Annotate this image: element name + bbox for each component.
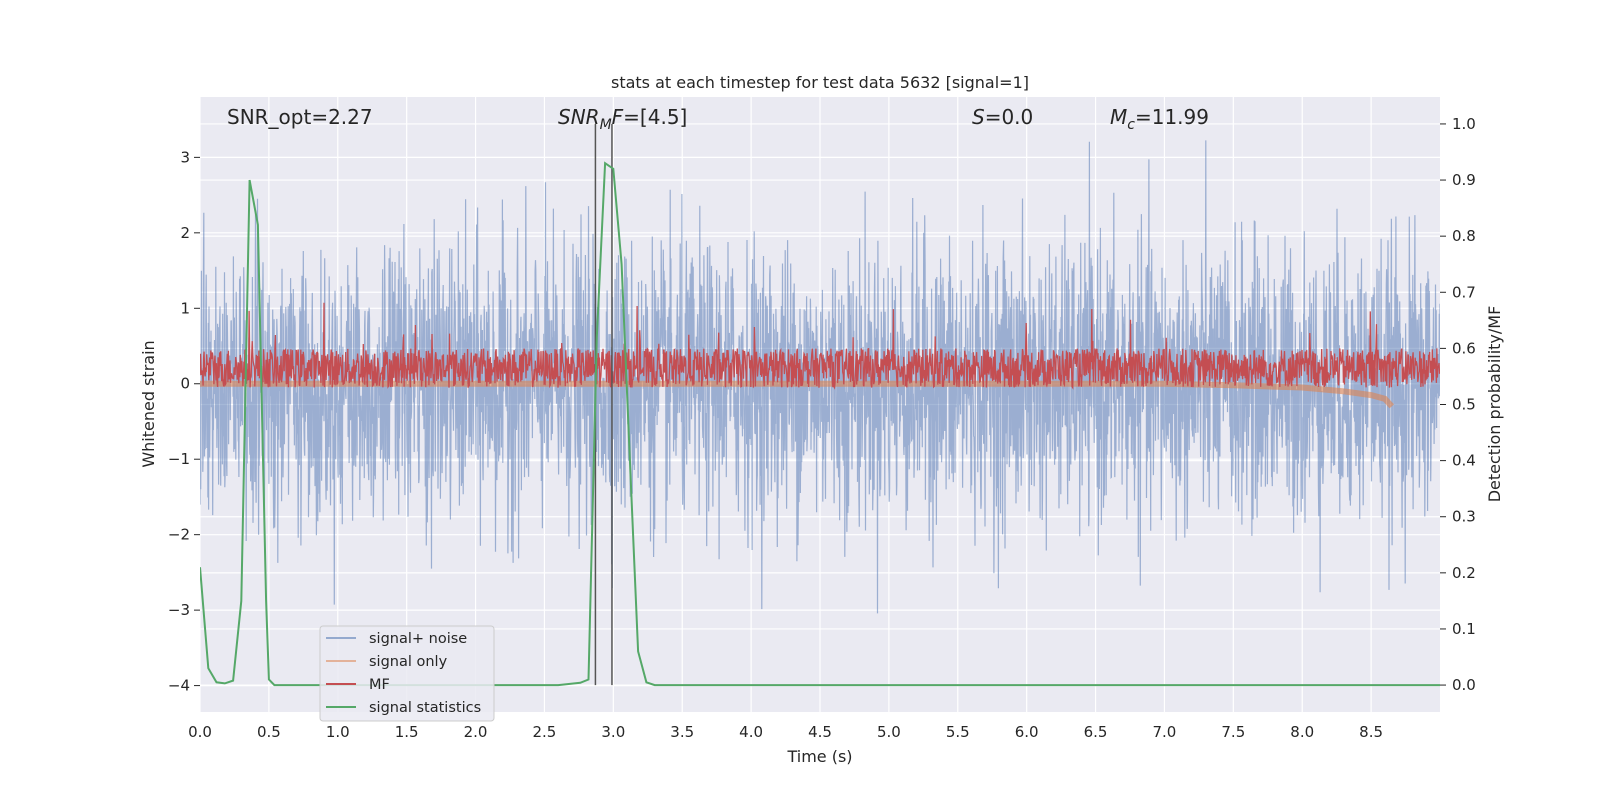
- series-signal-only: [200, 380, 1395, 409]
- x-tick-label: 0.0: [188, 723, 212, 741]
- x-tick-label: 5.0: [877, 723, 901, 741]
- legend: signal+ noise signal only MF signal stat…: [319, 625, 495, 722]
- x-axis-ticks: 0.0 0.5 1.0 1.5 2.0 2.5 3.0 3.5 4.0 4.5 5.0 5.5 6.0 6…: [188, 723, 1383, 741]
- right-tick-label: 0.5: [1452, 396, 1476, 414]
- x-axis-label: Time (s): [786, 747, 852, 766]
- legend-label-mf: MF: [369, 677, 390, 693]
- right-tick-label: 0.7: [1452, 283, 1476, 301]
- series-mf: [200, 302, 1440, 390]
- x-tick-label: 4.5: [808, 723, 832, 741]
- left-tick-label: 1: [180, 299, 190, 317]
- legend-box: [319, 625, 495, 722]
- legend-label-signal-statistics: signal statistics: [369, 700, 481, 716]
- right-tick-label: 0.4: [1452, 452, 1476, 470]
- x-tick-label: 2.5: [533, 723, 557, 741]
- legend-label-signal-noise: signal+ noise: [369, 631, 467, 647]
- right-tick-label: 1.0: [1452, 115, 1476, 133]
- right-tick-label: 0.2: [1452, 564, 1476, 582]
- snr-opt-annotation: SNR_opt=2.27: [227, 105, 373, 129]
- right-tick-label: 0.9: [1452, 171, 1476, 189]
- x-tick-label: 8.5: [1359, 723, 1383, 741]
- left-tick-label: −1: [168, 450, 190, 468]
- x-tick-label: 6.5: [1084, 723, 1108, 741]
- left-tick-label: 0: [180, 375, 190, 393]
- left-tick-label: 3: [180, 148, 190, 166]
- x-tick-label: 6.0: [1015, 723, 1039, 741]
- x-tick-label: 7.0: [1153, 723, 1177, 741]
- snr-mf-annotation: SNRMF=[4.5]: [558, 105, 687, 133]
- x-tick-label: 8.0: [1290, 723, 1314, 741]
- x-tick-label: 1.0: [326, 723, 350, 741]
- x-tick-label: 3.0: [601, 723, 625, 741]
- mc-annotation: Mc=11.99: [1110, 105, 1209, 133]
- right-axis-ticks: 1.0 0.9 0.8 0.7 0.6 0.5 0.4 0.3 0.2 0.1 0.0: [1440, 115, 1476, 694]
- left-axis-ticks: 3 2 1 0 −1 −2 −3 −4: [168, 148, 200, 695]
- legend-label-signal-only: signal only: [369, 654, 448, 670]
- x-tick-label: 1.5: [395, 723, 419, 741]
- x-tick-label: 7.5: [1221, 723, 1245, 741]
- right-tick-label: 0.3: [1452, 508, 1476, 526]
- right-tick-label: 0.6: [1452, 339, 1476, 357]
- right-tick-label: 0.8: [1452, 227, 1476, 245]
- right-tick-label: 0.1: [1452, 620, 1476, 638]
- series-layer: [200, 123, 1440, 687]
- chart-title: stats at each timestep for test data 563…: [611, 73, 1029, 92]
- left-tick-label: −2: [168, 526, 190, 544]
- left-tick-label: 2: [180, 224, 190, 242]
- s-annotation: S=0.0: [972, 105, 1033, 129]
- left-tick-label: −4: [168, 677, 190, 695]
- left-axis-label: Whitened strain: [139, 340, 158, 467]
- right-tick-label: 0.0: [1452, 676, 1476, 694]
- x-tick-label: 0.5: [257, 723, 281, 741]
- x-tick-label: 4.0: [739, 723, 763, 741]
- left-tick-label: −3: [168, 601, 190, 619]
- series-signal-statistics: [200, 161, 1440, 687]
- x-tick-label: 5.5: [946, 723, 970, 741]
- right-axis-label: Detection probability/MF: [1485, 306, 1504, 503]
- x-tick-label: 2.0: [464, 723, 488, 741]
- x-tick-label: 3.5: [670, 723, 694, 741]
